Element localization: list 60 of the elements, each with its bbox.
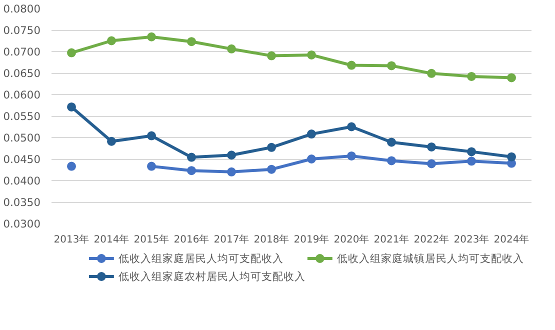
point: [307, 130, 316, 139]
y-tick-label: 0.0400: [3, 174, 41, 188]
point: [507, 152, 516, 162]
point: [467, 147, 476, 156]
point: [427, 68, 436, 78]
point: [147, 162, 156, 171]
point: [307, 154, 316, 164]
x-tick-label: 2024年: [494, 234, 530, 246]
point: [347, 60, 356, 70]
y-tick-label: 0.0700: [3, 46, 41, 58]
point: [67, 102, 76, 112]
point: [347, 122, 356, 132]
point: [187, 166, 196, 176]
x-tick-label: 2021年: [374, 234, 410, 246]
x-tick-label: 2020年: [334, 234, 370, 246]
point: [427, 159, 436, 168]
point: [107, 136, 116, 146]
point: [187, 37, 196, 46]
point: [267, 164, 276, 174]
y-tick-label: 0.0600: [3, 88, 41, 102]
legend-label: 低收入组家庭居民人均可支配收入: [118, 252, 284, 265]
point: [387, 156, 396, 166]
x-tick-label: 2019年: [294, 234, 330, 246]
point: [147, 131, 156, 140]
y-tick-label: 0.0450: [3, 153, 41, 166]
x-tick-label: 2015年: [134, 234, 170, 246]
point: [147, 32, 156, 42]
y-tick-label: 0.0650: [3, 67, 41, 80]
point: [387, 138, 396, 147]
point: [187, 152, 196, 162]
x-tick-label: 2016年: [174, 234, 210, 246]
x-tick-label: 2022年: [414, 234, 450, 246]
legend-label: 低收入组家庭城镇居民人均可支配收入: [336, 252, 524, 265]
x-tick-label: 2014年: [94, 234, 130, 246]
y-tick-label: 0.0550: [3, 110, 41, 123]
x-tick-label: 2017年: [214, 234, 250, 246]
x-tick-label: 2018年: [254, 234, 290, 246]
point: [67, 162, 76, 171]
legend-label: 低收入组家庭农村居民人均可支配收入: [118, 270, 306, 283]
point: [427, 142, 436, 152]
y-tick-label: 0.0500: [3, 132, 41, 144]
point: [507, 73, 516, 82]
y-tick-label: 0.0750: [3, 24, 41, 37]
x-tick-label: 2023年: [454, 234, 490, 246]
point: [387, 61, 396, 70]
point: [467, 72, 476, 81]
x-tick-label: 2013年: [54, 234, 90, 246]
point: [227, 44, 236, 54]
point: [307, 50, 316, 60]
y-tick-label: 0.0350: [3, 196, 41, 209]
point: [107, 36, 116, 46]
point: [227, 150, 236, 160]
point: [267, 142, 276, 152]
point: [347, 152, 356, 160]
point: [67, 48, 76, 58]
point: [227, 167, 236, 176]
y-tick-label: 0.0800: [3, 2, 41, 16]
point: [467, 156, 476, 166]
point: [267, 51, 276, 60]
y-tick-label: 0.0300: [3, 218, 41, 230]
